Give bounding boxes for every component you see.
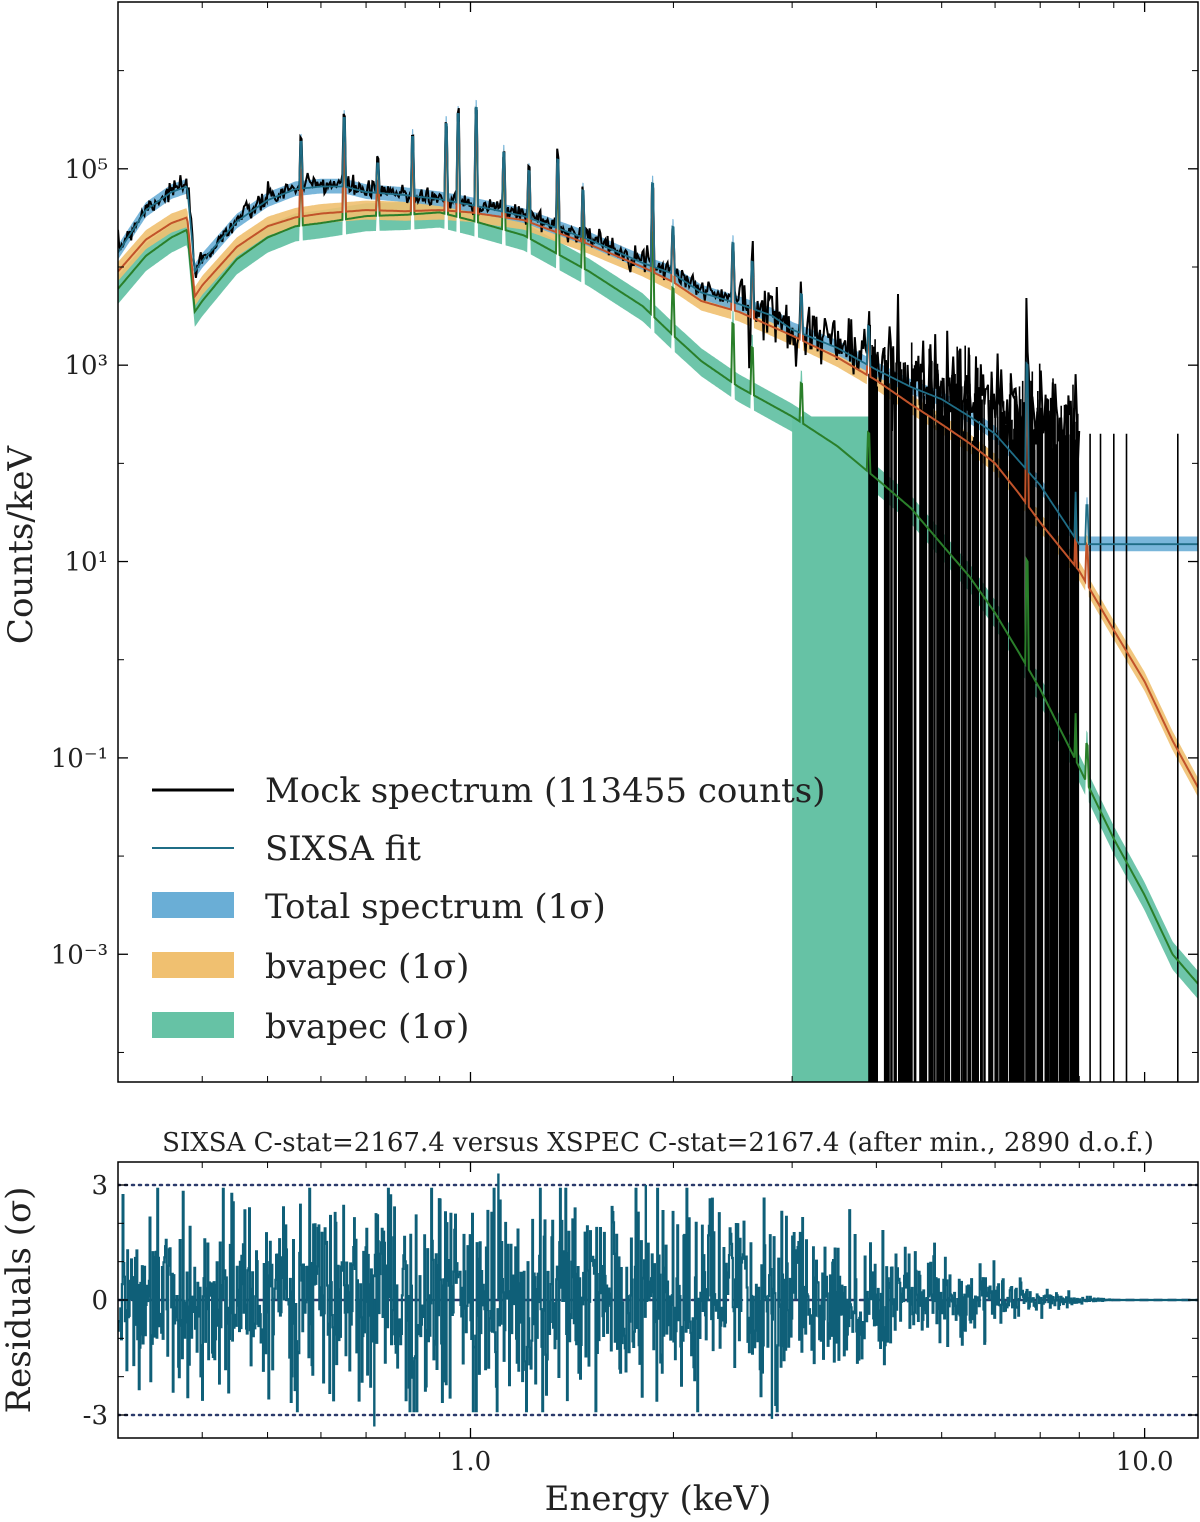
legend: Mock spectrum (113455 counts) SIXSA fit … [152,771,826,1047]
spectrum-y-tick-label: 10⁵ [64,155,108,185]
spectrum-y-axis-label: Counts/keV [1,444,41,644]
legend-label-mock-spectrum: Mock spectrum (113455 counts) [265,771,826,811]
legend-entry-sixsa-fit: SIXSA fit [152,829,421,869]
legend-label-bvapec-2: bvapec (1σ) [265,1007,469,1047]
series-mock-spectrum-zero-bins [868,324,1179,1082]
spectrum-y-ticks: 10⁵ 10³ 10¹ 10⁻¹ 10⁻³ [51,70,1198,1053]
spectrum-series-lines [118,106,1198,1082]
spectrum-plot-frame [117,1,1199,1083]
residuals-x-ticks: 1.0 10.0 [117,1162,1174,1477]
residuals-y-tick-label: -3 [83,1401,108,1431]
band-bvapec-2-lower-limit [792,416,877,1082]
series-bvapec-2 [118,122,1198,985]
x-axis-label: Energy (keV) [545,1479,772,1519]
spectrum-panel: 10⁵ 10³ 10¹ 10⁻¹ 10⁻³ Counts/keV Mock spectr… [1,1,1199,1083]
spectrum-y-tick-label: 10⁻³ [51,940,108,970]
legend-patch-bvapec-2 [152,1012,234,1038]
residuals-panel-title: SIXSA C-stat=2167.4 versus XSPEC C-stat=… [162,1128,1154,1158]
residuals-y-tick-label: 3 [91,1171,108,1201]
residuals-x-tick-label: 10.0 [1116,1447,1174,1477]
residuals-x-tick-label: 1.0 [450,1447,491,1477]
residuals-y-tick-label: 0 [91,1286,108,1316]
residuals-y-ticks: 3 0 -3 [83,1171,1198,1431]
residuals-plot-frame [117,1161,1199,1439]
legend-entry-bvapec-1: bvapec (1σ) [152,947,469,987]
legend-label-sixsa-fit: SIXSA fit [265,829,421,869]
residual-series [118,1173,1198,1427]
series-bvapec-1 [118,113,1198,788]
legend-label-bvapec-1: bvapec (1σ) [265,947,469,987]
series-mock-spectrum [118,107,1081,525]
series-sixsa-fit [118,106,1198,546]
legend-entry-total-spectrum: Total spectrum (1σ) [152,887,606,927]
legend-entry-bvapec-2: bvapec (1σ) [152,1007,469,1047]
legend-patch-bvapec-1 [152,952,234,978]
residuals-panel: SIXSA C-stat=2167.4 versus XSPEC C-stat=… [0,1128,1199,1519]
legend-patch-total-spectrum [152,892,234,918]
spectrum-y-tick-label: 10³ [64,351,108,381]
residuals-y-axis-label: Residuals (σ) [0,1187,39,1414]
series-residuals [118,1187,1198,1413]
spectrum-y-tick-label: 10⁻¹ [51,744,108,774]
legend-entry-mock-spectrum: Mock spectrum (113455 counts) [152,771,826,811]
legend-label-total-spectrum: Total spectrum (1σ) [265,887,606,927]
uncertainty-bands [118,99,1198,1082]
spectrum-y-tick-label: 10¹ [64,548,108,578]
